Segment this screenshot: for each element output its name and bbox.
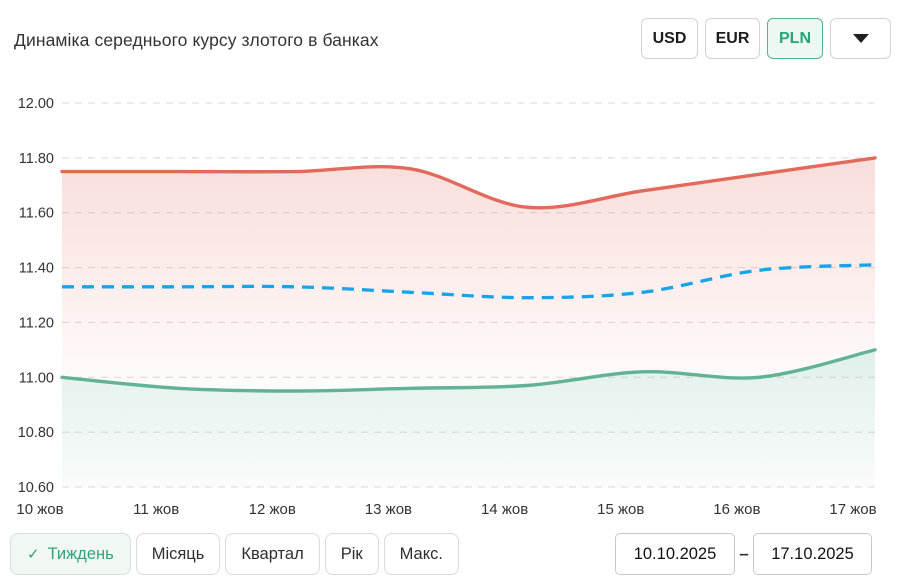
svg-text:17 жов: 17 жов <box>829 501 876 518</box>
period-week-button[interactable]: ✓ Тиждень <box>10 533 131 575</box>
svg-text:16 жов: 16 жов <box>713 501 760 518</box>
more-currencies-button[interactable] <box>830 18 891 59</box>
period-quarter-button[interactable]: Квартал <box>225 533 320 575</box>
exchange-rate-chart-canvas[interactable]: 12.00 11.80 11.60 11.40 11.20 11.00 10.80 10.60… <box>0 85 900 530</box>
svg-text:12 жов: 12 жов <box>249 501 296 518</box>
period-week-label: Тиждень <box>47 544 114 563</box>
svg-text:11.40: 11.40 <box>19 261 54 277</box>
currency-pln-button[interactable]: PLN <box>767 18 823 59</box>
svg-text:11 жов: 11 жов <box>133 501 179 518</box>
period-max-button[interactable]: Макс. <box>383 533 459 575</box>
currency-switcher: USD EUR PLN <box>641 18 891 59</box>
caret-down-icon <box>852 34 869 43</box>
currency-eur-button[interactable]: EUR <box>705 18 760 59</box>
period-year-button[interactable]: Рік <box>324 533 379 575</box>
svg-text:11.60: 11.60 <box>19 206 54 222</box>
svg-text:10.60: 10.60 <box>18 480 54 496</box>
svg-text:14 жов: 14 жов <box>481 501 528 518</box>
svg-text:11.00: 11.00 <box>19 370 54 386</box>
currency-usd-button[interactable]: USD <box>641 18 698 59</box>
svg-text:11.80: 11.80 <box>19 151 54 167</box>
page-title: Динаміка середнього курсу злотого в банк… <box>14 30 379 50</box>
svg-text:11.20: 11.20 <box>19 315 54 331</box>
period-switcher: ✓ Тиждень Місяць Квартал Рік Макс. <box>10 533 459 575</box>
date-range-separator: – <box>739 544 749 563</box>
date-from-input[interactable] <box>615 533 735 575</box>
date-range-picker: – <box>615 533 872 575</box>
svg-text:13 жов: 13 жов <box>365 501 412 518</box>
svg-text:10 жов: 10 жов <box>16 501 63 518</box>
date-to-input[interactable] <box>753 533 872 575</box>
svg-text:15 жов: 15 жов <box>597 501 644 518</box>
svg-text:10.80: 10.80 <box>18 425 54 441</box>
period-month-button[interactable]: Місяць <box>135 533 221 575</box>
svg-text:12.00: 12.00 <box>18 96 54 112</box>
check-icon: ✓ <box>27 546 40 563</box>
